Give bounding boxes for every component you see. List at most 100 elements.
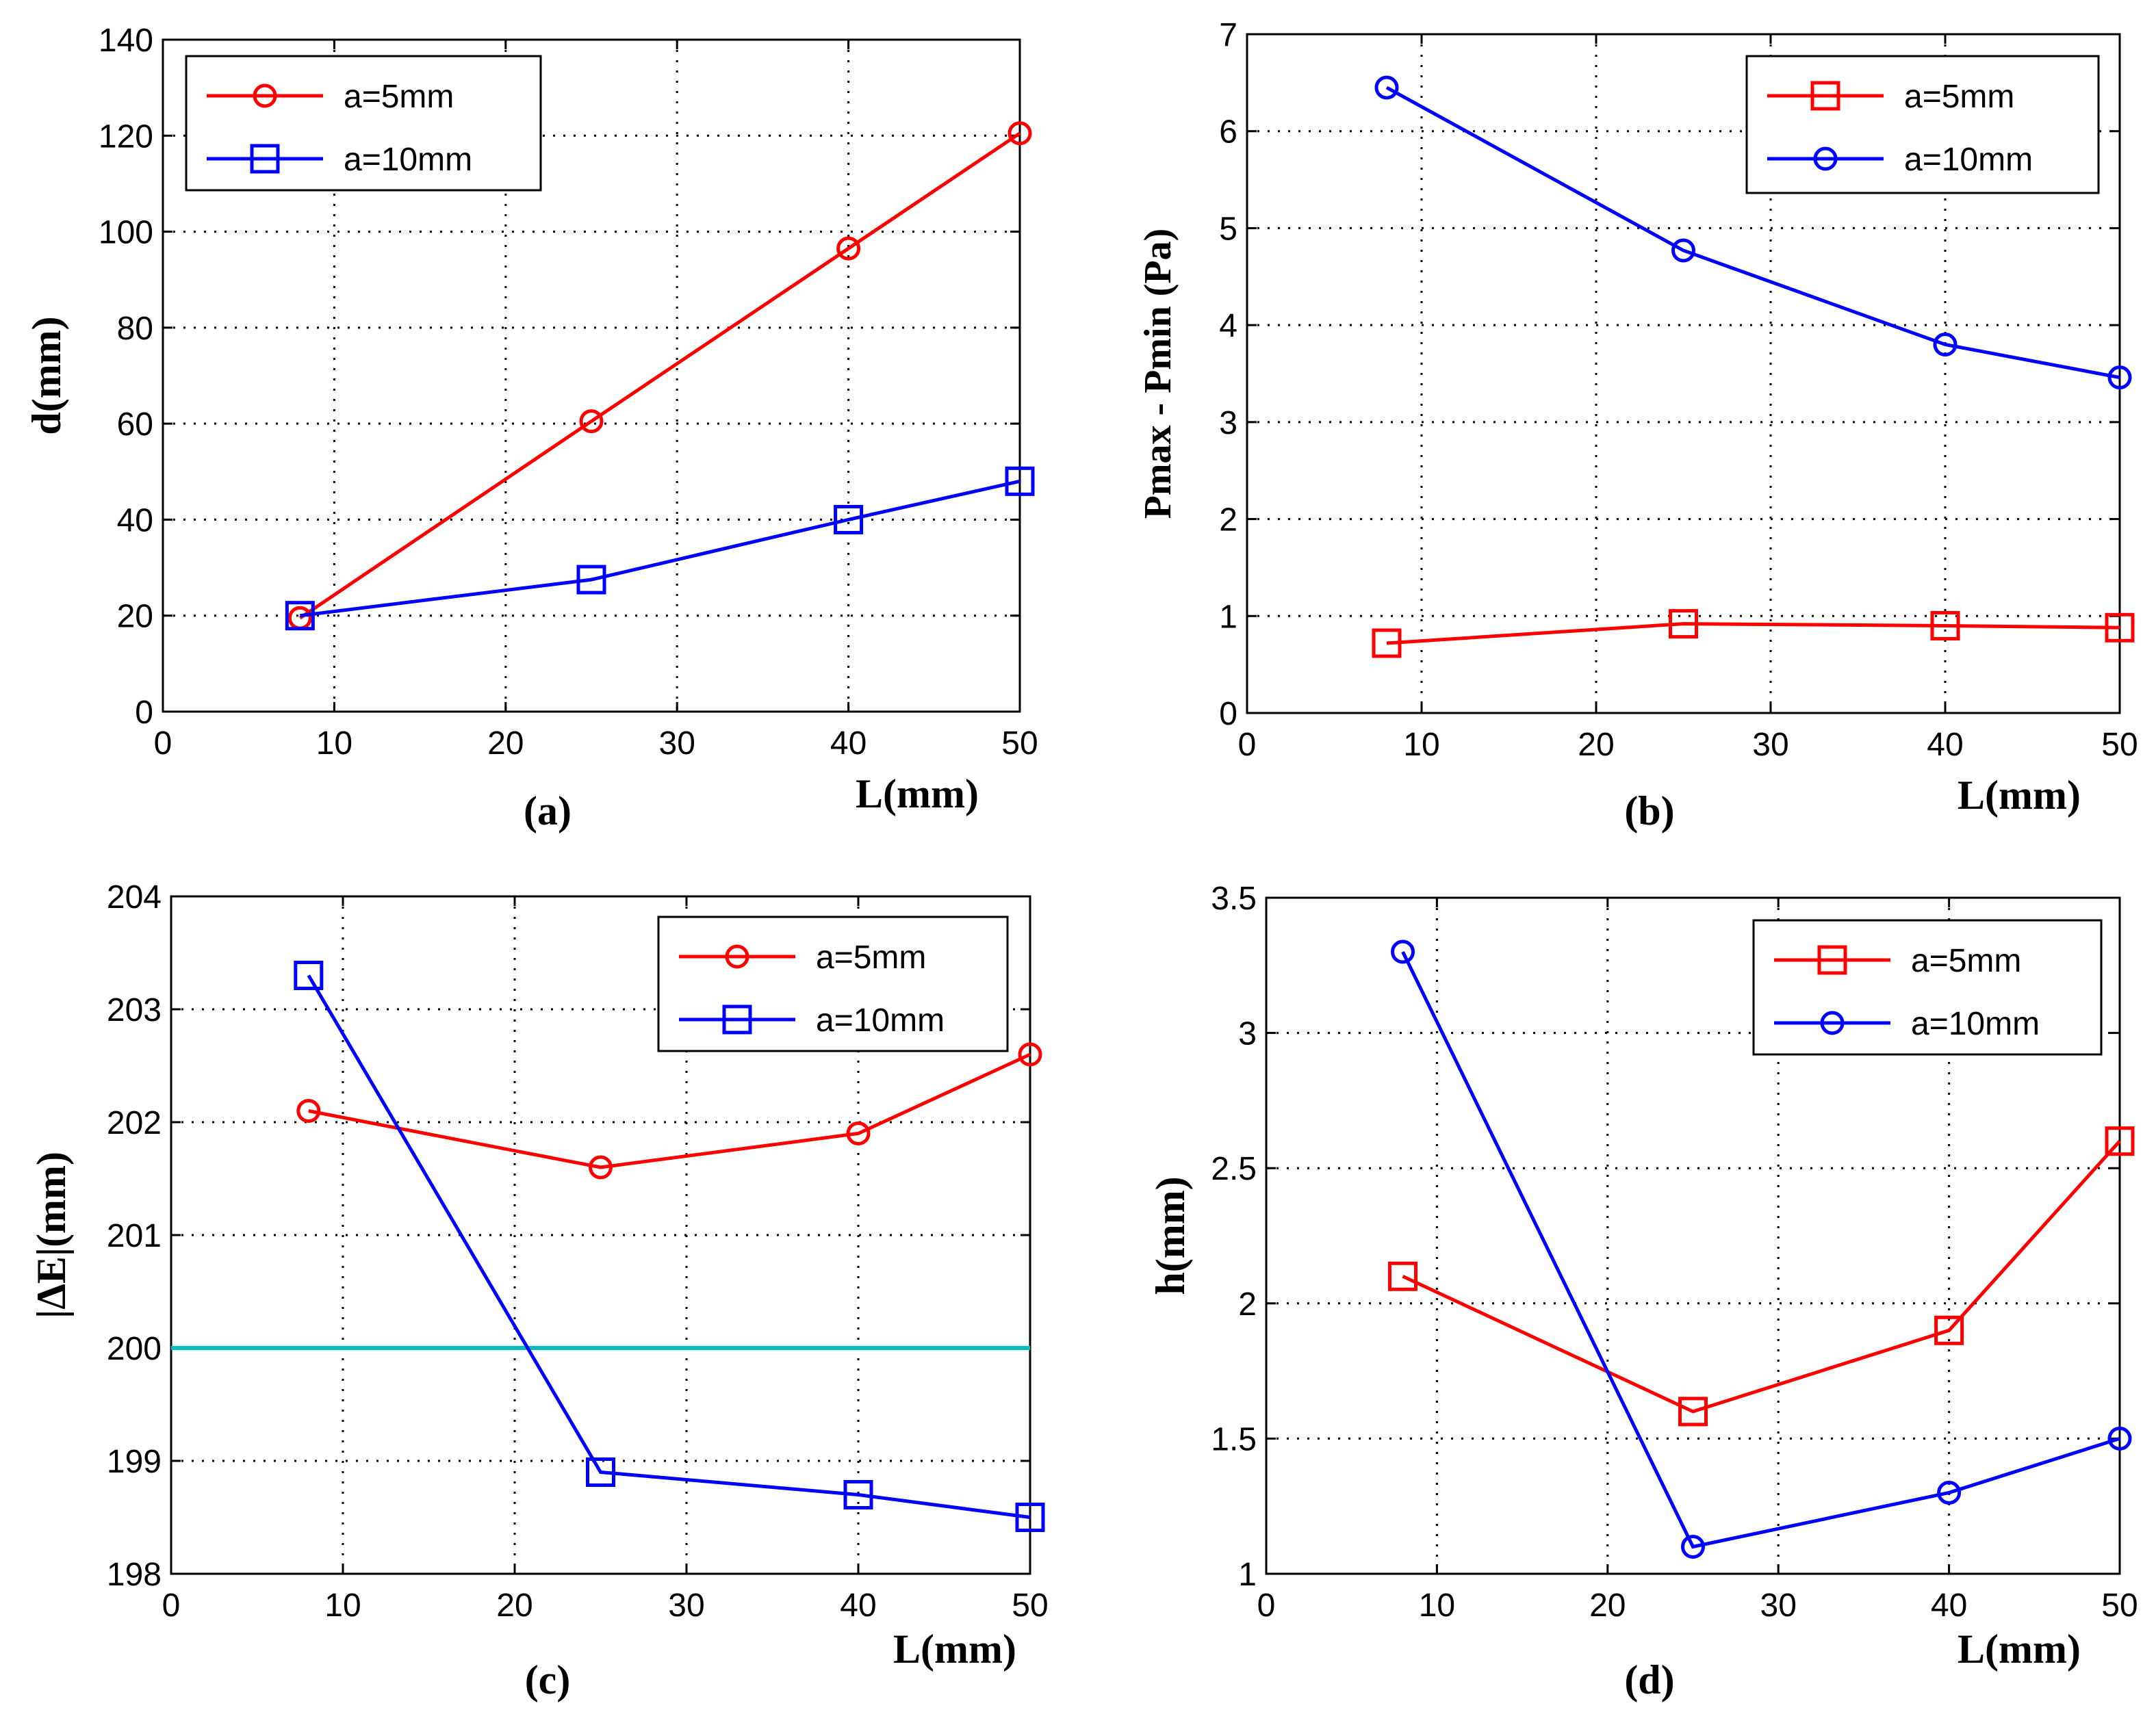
series-line bbox=[1385, 86, 2120, 380]
legend-box bbox=[1752, 919, 2103, 1056]
y-axis-label: |ΔE|(mm) bbox=[29, 1152, 74, 1319]
y-axis-label: Pmax - Pmin (Pa) bbox=[1137, 229, 1179, 519]
legend-label: a=5mm bbox=[1904, 79, 2014, 115]
data-point bbox=[836, 236, 861, 261]
x-tick-label: 10 bbox=[316, 725, 352, 762]
data-point bbox=[1930, 610, 1960, 640]
data-point bbox=[1372, 628, 1402, 658]
x-axis-label: L(mm) bbox=[1958, 1626, 2081, 1672]
y-tick-label: 5 bbox=[1219, 211, 1237, 247]
data-point bbox=[2105, 1126, 2135, 1156]
y-tick-label: 120 bbox=[99, 118, 153, 155]
x-axis-label: L(mm) bbox=[1958, 773, 2081, 818]
y-tick-label: 6 bbox=[1219, 114, 1237, 151]
legend-label: a=10mm bbox=[816, 1002, 945, 1039]
data-point bbox=[1374, 75, 1399, 100]
x-tick-label: 0 bbox=[162, 1587, 181, 1624]
data-point bbox=[589, 1155, 613, 1180]
x-tick-label: 50 bbox=[1012, 1587, 1048, 1624]
data-point bbox=[1933, 332, 1958, 356]
legend-label: a=10mm bbox=[344, 142, 472, 178]
legend-label: a=5mm bbox=[1911, 943, 2021, 979]
data-point bbox=[1678, 1397, 1708, 1427]
data-point bbox=[1937, 1480, 1962, 1505]
x-tick-label: 40 bbox=[1927, 727, 1963, 763]
data-point bbox=[1388, 1261, 1418, 1291]
data-point bbox=[834, 504, 864, 534]
data-point bbox=[294, 961, 324, 990]
y-tick-label: 2.5 bbox=[1211, 1151, 1257, 1187]
series-line bbox=[308, 1052, 1031, 1169]
panel-b: 0 10 20 30 40 50 0 1 2 3 4 5 6 7 a=5mm a=10mm L(mm) Pmax … bbox=[1137, 17, 2138, 833]
data-point bbox=[1671, 238, 1695, 263]
data-point bbox=[1005, 466, 1035, 496]
data-point bbox=[285, 601, 315, 631]
x-tick-label: 50 bbox=[1001, 725, 1038, 762]
y-tick-label: 201 bbox=[107, 1218, 162, 1254]
x-tick-label: 0 bbox=[1257, 1587, 1276, 1624]
y-tick-label: 2 bbox=[1219, 502, 1237, 539]
x-tick-label: 30 bbox=[668, 1587, 704, 1624]
x-tick-label: 20 bbox=[496, 1587, 532, 1624]
x-tick-label: 0 bbox=[154, 725, 172, 762]
y-tick-label: 3 bbox=[1219, 405, 1237, 441]
legend-marker bbox=[1820, 1011, 1845, 1035]
panel-caption: (d) bbox=[1624, 1657, 1674, 1702]
legend-marker bbox=[1810, 81, 1840, 111]
data-point bbox=[2105, 612, 2135, 643]
panel-caption: (a) bbox=[524, 788, 572, 833]
y-axis-label: d(mm) bbox=[24, 316, 69, 435]
series-line bbox=[307, 974, 1031, 1519]
y-tick-label: 4 bbox=[1219, 308, 1237, 344]
x-tick-label: 40 bbox=[1931, 1587, 1967, 1624]
y-tick-label: 0 bbox=[1219, 696, 1237, 732]
legend-label: a=10mm bbox=[1911, 1006, 2040, 1042]
x-tick-label: 20 bbox=[1589, 1587, 1626, 1624]
y-tick-label: 204 bbox=[107, 879, 162, 916]
legend-marker bbox=[1817, 945, 1847, 975]
y-tick-label: 3 bbox=[1238, 1016, 1257, 1052]
series-line bbox=[298, 131, 1021, 620]
panel-caption: (b) bbox=[1624, 788, 1674, 833]
series-line bbox=[1401, 950, 2120, 1549]
y-tick-label: 200 bbox=[107, 1331, 162, 1367]
y-tick-label: 40 bbox=[117, 502, 153, 539]
x-tick-label: 30 bbox=[1760, 1587, 1797, 1624]
y-tick-label: 60 bbox=[117, 406, 153, 443]
series-line bbox=[1402, 1140, 2121, 1414]
x-tick-label: 20 bbox=[487, 725, 524, 762]
y-axis-label: h(mm) bbox=[1148, 1176, 1193, 1295]
legend-box bbox=[1745, 55, 2100, 194]
legend-marker bbox=[725, 944, 749, 969]
y-tick-label: 140 bbox=[99, 23, 153, 59]
legend-marker bbox=[1813, 146, 1838, 171]
y-tick-label: 199 bbox=[107, 1444, 162, 1480]
x-tick-label: 10 bbox=[1419, 1587, 1455, 1624]
legend-marker bbox=[722, 1004, 752, 1035]
y-tick-label: 2 bbox=[1238, 1286, 1257, 1323]
y-tick-label: 100 bbox=[99, 215, 153, 251]
y-tick-label: 3.5 bbox=[1211, 881, 1257, 917]
y-tick-label: 7 bbox=[1219, 17, 1237, 53]
data-point bbox=[1934, 1315, 1964, 1345]
panel-caption: (c) bbox=[525, 1657, 571, 1702]
data-point bbox=[1669, 609, 1698, 639]
y-tick-label: 0 bbox=[135, 695, 153, 731]
y-tick-label: 203 bbox=[107, 992, 162, 1028]
series-line bbox=[300, 479, 1021, 618]
x-tick-label: 30 bbox=[1752, 727, 1788, 763]
x-tick-label: 40 bbox=[840, 1587, 876, 1624]
legend-box bbox=[657, 916, 1009, 1052]
x-tick-label: 10 bbox=[324, 1587, 361, 1624]
x-tick-label: 50 bbox=[2101, 1587, 2138, 1624]
data-point bbox=[586, 1457, 615, 1487]
x-tick-label: 10 bbox=[1403, 727, 1439, 763]
legend-marker bbox=[250, 144, 280, 174]
y-tick-label: 20 bbox=[117, 599, 153, 635]
x-tick-label: 40 bbox=[830, 725, 867, 762]
y-tick-label: 202 bbox=[107, 1105, 162, 1141]
legend-marker bbox=[253, 83, 277, 108]
y-tick-label: 1.5 bbox=[1211, 1421, 1257, 1457]
x-axis-label: L(mm) bbox=[856, 771, 979, 816]
